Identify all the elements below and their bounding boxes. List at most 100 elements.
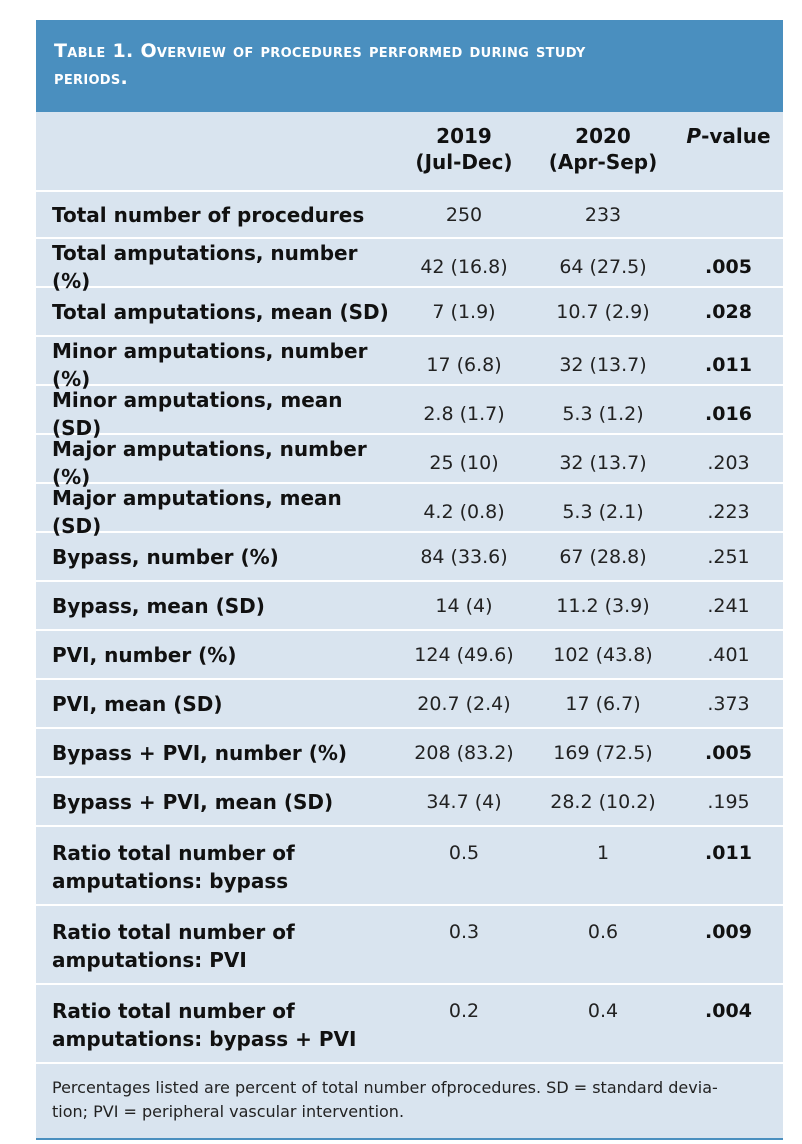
header-2020-year: 2020 xyxy=(575,124,631,148)
row-label: Ratio total number of amputations: bypass xyxy=(36,839,396,895)
value-2019: 250 xyxy=(445,203,483,226)
table-title: Table 1. Overview of procedures performe… xyxy=(36,20,783,112)
p-value: .223 xyxy=(707,501,750,523)
table-row: Bypass, number (%) 84 (33.6) 67 (28.8) .251 xyxy=(36,533,783,582)
table-row: Minor amputations, mean (SD) 2.8 (1.7) 5.3… xyxy=(36,386,783,440)
row-label: PVI, mean (SD) xyxy=(52,691,223,716)
value-2020: 233 xyxy=(584,203,622,226)
table-row: Major amputations, mean (SD) 4.2 (0.8) 5.3… xyxy=(36,484,783,538)
header-pvalue: P-value xyxy=(674,123,783,190)
table-row: Bypass + PVI, number (%) 208 (83.2) 169 (7… xyxy=(36,729,783,778)
row-label: Bypass, number (%) xyxy=(52,544,279,569)
table-row: Total number of procedures 250 233 xyxy=(36,192,783,239)
table-body: 2019 (Jul-Dec) 2020 (Apr-Sep) P-value To… xyxy=(36,112,783,1140)
row-label-line1: Ratio total number of xyxy=(52,999,295,1023)
row-label-line1: Ratio total number of xyxy=(52,841,295,865)
ratio-rows: Ratio total number of amputations: bypass… xyxy=(36,827,783,1064)
value-2020: 102 (43.8) xyxy=(553,643,653,666)
footnote-line1: Percentages listed are percent of total … xyxy=(52,1078,718,1097)
p-value: .028 xyxy=(705,300,752,323)
value-2020: 5.3 (2.1) xyxy=(562,501,644,523)
value-2020: 67 (28.8) xyxy=(559,545,647,568)
value-2019: 7 (1.9) xyxy=(432,300,496,323)
value-2020: 28.2 (10.2) xyxy=(550,790,656,813)
value-2020: 32 (13.7) xyxy=(559,452,647,474)
value-2020: 0.4 xyxy=(587,1000,619,1022)
procedures-table: Table 1. Overview of procedures performe… xyxy=(36,20,783,1140)
footnote-line2: tion; PVI = peripheral vascular interven… xyxy=(52,1102,405,1121)
row-label-line2: amputations: PVI xyxy=(52,948,247,972)
table-row: Bypass, mean (SD) 14 (4) 11.2 (3.9) .241 xyxy=(36,582,783,631)
value-2020: 5.3 (1.2) xyxy=(562,403,644,425)
row-label: Ratio total number of amputations: PVI xyxy=(36,918,396,974)
value-2019: 208 (83.2) xyxy=(414,741,514,764)
value-2020: 1 xyxy=(596,842,610,864)
value-2019: 0.2 xyxy=(448,1000,480,1022)
p-value: .373 xyxy=(707,692,750,715)
row-label-line1: Ratio total number of xyxy=(52,920,295,944)
value-2019: 4.2 (0.8) xyxy=(423,501,505,523)
p-value: .005 xyxy=(705,741,752,764)
table-row: Total amputations, number (%) 42 (16.8) 64… xyxy=(36,239,783,293)
value-2020: 17 (6.7) xyxy=(565,692,641,715)
header-2020-range: (Apr-Sep) xyxy=(548,150,658,174)
row-label: Total amputations, mean (SD) xyxy=(52,299,389,324)
row-label: Total amputations, number (%) xyxy=(52,241,358,293)
ratio-row: Ratio total number of amputations: PVI 0.3… xyxy=(36,906,783,985)
p-value: .009 xyxy=(705,921,752,943)
row-label: Bypass + PVI, number (%) xyxy=(52,740,348,765)
table-row: Total amputations, mean (SD) 7 (1.9) 10.7 … xyxy=(36,288,783,337)
table-title-line1: Table 1. Overview of procedures performe… xyxy=(54,40,586,62)
header-row: 2019 (Jul-Dec) 2020 (Apr-Sep) P-value xyxy=(36,112,783,192)
value-2020: 169 (72.5) xyxy=(553,741,653,764)
value-2019: 14 (4) xyxy=(435,594,493,617)
row-label: Ratio total number of amputations: bypass… xyxy=(36,997,396,1053)
row-label: Minor amputations, mean (SD) xyxy=(52,388,343,440)
table-row: Bypass + PVI, mean (SD) 34.7 (4) 28.2 (10.… xyxy=(36,778,783,827)
header-2020: 2020 (Apr-Sep) xyxy=(532,123,674,190)
row-label: Minor amputations, number (%) xyxy=(52,339,368,391)
header-2019-range: (Jul-Dec) xyxy=(415,150,513,174)
value-2019: 124 (49.6) xyxy=(414,643,514,666)
table-row: PVI, number (%) 124 (49.6) 102 (43.8) .401 xyxy=(36,631,783,680)
table-row: Major amputations, number (%) 25 (10) 32 (… xyxy=(36,435,783,489)
data-rows: Total number of procedures 250 233 Total am… xyxy=(36,192,783,827)
value-2019: 0.5 xyxy=(448,842,480,864)
row-label: Total number of procedures xyxy=(52,202,365,227)
row-label-line2: amputations: bypass xyxy=(52,869,289,893)
table-footnote: Percentages listed are percent of total … xyxy=(36,1064,783,1138)
p-value: .005 xyxy=(705,256,752,278)
value-2019: 20.7 (2.4) xyxy=(417,692,511,715)
p-value: .011 xyxy=(705,354,752,376)
value-2020: 64 (27.5) xyxy=(559,256,647,278)
p-value: .251 xyxy=(707,545,750,568)
value-2020: 32 (13.7) xyxy=(559,354,647,376)
value-2020: 10.7 (2.9) xyxy=(556,300,650,323)
header-pvalue-p: P xyxy=(686,124,702,148)
table-row: PVI, mean (SD) 20.7 (2.4) 17 (6.7) .373 xyxy=(36,680,783,729)
row-label: Bypass, mean (SD) xyxy=(52,593,265,618)
value-2020: 11.2 (3.9) xyxy=(556,594,650,617)
p-value: .011 xyxy=(705,842,752,864)
table-title-line2: periods. xyxy=(54,67,129,89)
row-label: Major amputations, mean (SD) xyxy=(52,486,342,538)
header-pvalue-rest: -value xyxy=(701,124,771,148)
value-2019: 2.8 (1.7) xyxy=(423,403,505,425)
value-2019: 42 (16.8) xyxy=(420,256,508,278)
value-2019: 17 (6.8) xyxy=(426,354,502,376)
header-2019-year: 2019 xyxy=(436,124,492,148)
row-label: Bypass + PVI, mean (SD) xyxy=(52,789,334,814)
header-2019: 2019 (Jul-Dec) xyxy=(396,123,532,190)
p-value: .401 xyxy=(707,643,750,666)
p-value: .016 xyxy=(705,403,752,425)
p-value: .195 xyxy=(707,790,750,813)
ratio-row: Ratio total number of amputations: bypass… xyxy=(36,985,783,1064)
p-value: .203 xyxy=(707,452,750,474)
row-label-line2: amputations: bypass + PVI xyxy=(52,1027,357,1051)
value-2019: 34.7 (4) xyxy=(426,790,502,813)
row-label: PVI, number (%) xyxy=(52,642,237,667)
value-2020: 0.6 xyxy=(587,921,619,943)
value-2019: 84 (33.6) xyxy=(420,545,508,568)
value-2019: 25 (10) xyxy=(429,452,499,474)
header-empty-cell xyxy=(36,123,396,190)
